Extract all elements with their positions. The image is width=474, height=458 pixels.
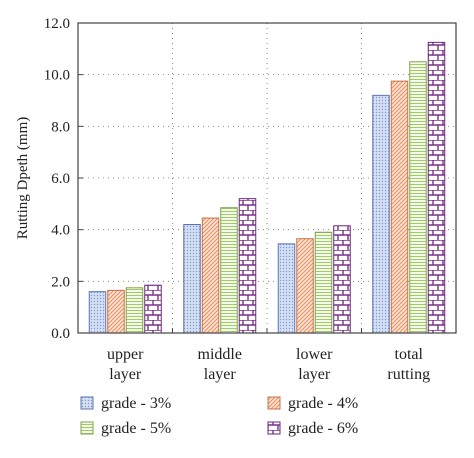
bar: [183, 224, 201, 334]
category-labels: upper layer middle layer lower layer total rutt…: [107, 346, 430, 383]
bar: [390, 80, 409, 334]
bar: [372, 94, 390, 334]
y-tick-label: 2.0: [51, 274, 70, 290]
legend-label: grade - 6%: [288, 420, 358, 437]
x-category-label: rutting: [387, 366, 430, 383]
bar: [201, 217, 220, 334]
y-tick-label: 12.0: [44, 16, 70, 32]
bar: [427, 41, 446, 334]
legend-swatch: [80, 396, 94, 410]
bar: [409, 61, 427, 334]
legend-swatch: [267, 421, 281, 435]
legend: grade - 3% grade - 4% grade - 5% grade - 6%: [80, 395, 358, 437]
legend-swatch: [80, 421, 94, 435]
axis-ticks: [78, 22, 362, 334]
x-category-label: middle: [198, 346, 242, 363]
legend-label: grade - 3%: [101, 395, 171, 412]
bar: [314, 231, 333, 334]
x-category-label: layer: [298, 366, 331, 383]
bar: [238, 198, 257, 334]
x-category-label: upper: [107, 346, 144, 363]
y-tick-label: 6.0: [51, 171, 70, 187]
bar: [277, 243, 296, 334]
bar: [296, 238, 314, 334]
bar: [333, 225, 351, 334]
legend-swatch: [267, 396, 281, 410]
y-tick-label: 0.0: [51, 326, 70, 342]
y-tick-labels: 0.0 2.0 4.0 6.0 8.0 10.0 12.0: [44, 16, 70, 342]
y-axis-label: Rutting Dpeth (mm): [15, 117, 31, 240]
bar: [220, 207, 238, 334]
x-category-label: total: [395, 346, 424, 363]
y-tick-label: 4.0: [51, 223, 70, 239]
bar: [107, 289, 125, 334]
y-tick-label: 8.0: [51, 119, 70, 135]
bars: [88, 41, 446, 334]
bar: [144, 284, 162, 334]
x-category-label: lower: [296, 346, 333, 363]
x-category-label: layer: [204, 366, 237, 383]
y-tick-label: 10.0: [44, 68, 70, 84]
x-category-label: layer: [109, 366, 142, 383]
bar: [125, 287, 144, 334]
legend-label: grade - 4%: [288, 395, 358, 412]
bar: [88, 291, 107, 334]
legend-label: grade - 5%: [101, 420, 171, 437]
